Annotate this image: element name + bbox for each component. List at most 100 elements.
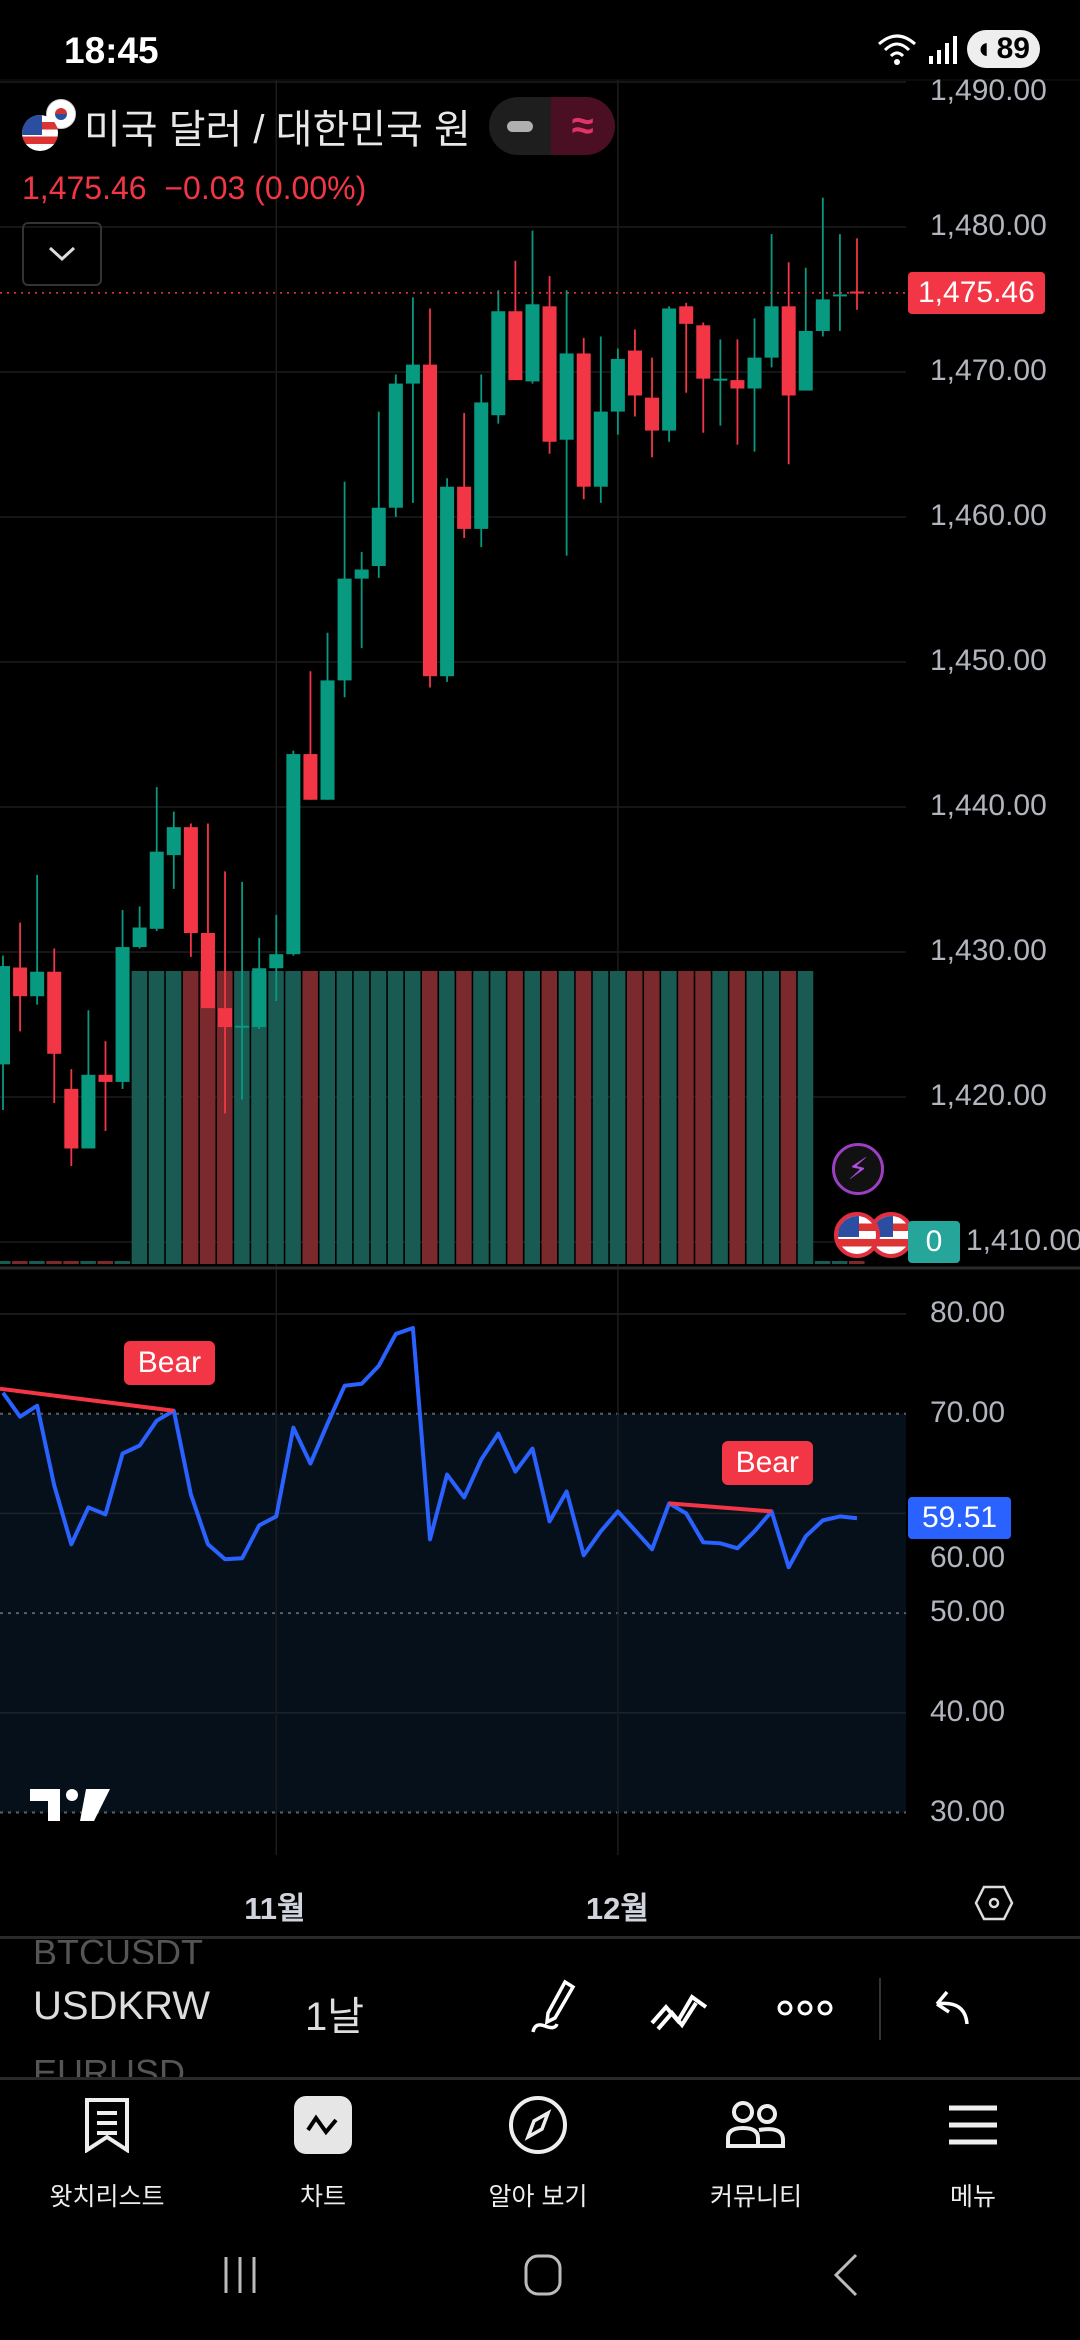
volume-bar xyxy=(831,1261,848,1264)
volume-bar xyxy=(763,971,780,1264)
nav-explore[interactable]: 알아 보기 xyxy=(438,2085,638,2213)
interval-selector[interactable]: 1날 xyxy=(305,1995,365,2039)
nav-watchlist[interactable]: 왓치리스트 xyxy=(7,2085,207,2213)
volume-bar xyxy=(439,971,455,1264)
volume-bar xyxy=(404,971,421,1264)
volume-bar xyxy=(12,1261,28,1264)
tradingview-logo xyxy=(30,1785,110,1836)
volume-bar xyxy=(29,1261,45,1264)
symbol-selector[interactable]: USDKRW xyxy=(33,1984,211,2028)
kr-flag-icon xyxy=(46,99,76,129)
volume-bar xyxy=(336,971,353,1264)
volume-bar xyxy=(695,971,711,1264)
last-price-tag: 1,475.46 xyxy=(908,271,1045,314)
chevron-down-icon xyxy=(48,246,76,262)
rsi-tick-label: 40.00 xyxy=(930,1694,1006,1728)
candle-body xyxy=(354,569,369,579)
volume-bar xyxy=(609,971,626,1264)
us-flag-icon xyxy=(22,115,58,151)
indicators-button[interactable] xyxy=(648,1978,712,2038)
rsi-line xyxy=(1,1325,858,1570)
volume-bar xyxy=(114,1261,131,1264)
signal-icon xyxy=(928,36,957,64)
candle-body xyxy=(610,358,625,412)
candle-body xyxy=(679,306,694,324)
volume-bar xyxy=(80,1261,96,1264)
nav-menu[interactable]: 메뉴 xyxy=(873,2085,1073,2213)
volume-bar xyxy=(797,971,814,1264)
candle-body xyxy=(286,754,301,955)
volume-bar xyxy=(302,971,318,1264)
more-button[interactable] xyxy=(773,1978,837,2038)
candle-body xyxy=(200,933,215,1009)
candle-body xyxy=(559,353,574,440)
rsi-tick-label: 50.00 xyxy=(930,1595,1006,1629)
back-icon xyxy=(833,2253,858,2297)
us-flag-event-icon[interactable] xyxy=(834,1212,880,1258)
volume-bar xyxy=(0,1261,11,1264)
battery-indicator: ◖ 89 xyxy=(966,30,1040,68)
candle-body xyxy=(798,330,813,391)
symbol-title[interactable]: 미국 달러 / 대한민국 원 ≈ xyxy=(20,97,615,155)
volume-bar xyxy=(712,971,728,1264)
rsi-value-tag: 59.51 xyxy=(908,1497,1012,1540)
volume-bar xyxy=(46,1261,62,1264)
status-icons: ◖ 89 xyxy=(877,30,1040,68)
lightning-icon[interactable]: ⚡ xyxy=(832,1143,884,1195)
candle-body xyxy=(115,947,130,1082)
symbol-next[interactable]: EURUSD xyxy=(33,2052,186,2078)
minus-icon[interactable] xyxy=(488,97,551,155)
price-tick-label: 1,430.00 xyxy=(930,934,1047,967)
symbol-name: 미국 달러 / 대한민국 원 xyxy=(84,108,471,152)
candle-body xyxy=(47,971,62,1054)
candle-body xyxy=(764,306,779,358)
change-value: −0.03 xyxy=(164,170,246,206)
volume-bar xyxy=(234,971,250,1264)
price-tick-label: 1,490.00 xyxy=(930,74,1047,107)
volume-bar xyxy=(63,1261,79,1264)
volume-bar xyxy=(592,971,609,1264)
candle-body xyxy=(371,507,386,567)
back-button[interactable] xyxy=(815,2245,875,2305)
divergence-line xyxy=(668,1501,772,1514)
home-button[interactable] xyxy=(513,2245,573,2305)
candle-body xyxy=(405,364,420,384)
volume-bar xyxy=(541,971,558,1264)
volume-bar xyxy=(148,971,165,1264)
nav-chart[interactable]: 차트 xyxy=(223,2085,423,2213)
volume-bar xyxy=(97,1261,113,1264)
recents-button[interactable] xyxy=(210,2245,270,2305)
candle-body xyxy=(320,680,335,800)
candle-body xyxy=(713,378,728,381)
date-tick-label: 11월 xyxy=(244,1891,306,1926)
volume-bar xyxy=(678,971,694,1264)
price-tick-label: 1,440.00 xyxy=(930,789,1047,822)
symbol-prev[interactable]: BTCUSDT xyxy=(33,1932,203,1964)
drawing-tool-button[interactable] xyxy=(523,1978,587,2038)
rsi-tick-label: 70.00 xyxy=(930,1395,1006,1429)
undo-button[interactable] xyxy=(921,1978,985,2038)
volume-bar xyxy=(626,971,643,1264)
volume-bar xyxy=(814,1261,831,1264)
nav-label: 메뉴 xyxy=(949,2183,996,2211)
candle-body xyxy=(30,971,45,997)
wifi-icon xyxy=(877,34,916,65)
last-price: 1,475.46 xyxy=(22,170,147,206)
nav-community[interactable]: 커뮤니티 xyxy=(656,2085,856,2213)
volume-bar xyxy=(746,971,763,1264)
home-icon xyxy=(524,2254,562,2296)
chart-mode-toggle[interactable]: ≈ xyxy=(488,97,615,155)
volume-bar xyxy=(456,971,472,1264)
candle-body xyxy=(183,827,198,934)
flag-pair xyxy=(20,97,80,155)
chart-settings-icon[interactable] xyxy=(974,1885,1014,1921)
price-tick-label: 1,470.00 xyxy=(930,354,1047,387)
price-tick-label: 1,420.00 xyxy=(930,1079,1047,1112)
community-icon xyxy=(726,2101,785,2148)
rsi-tick-label: 60.00 xyxy=(930,1541,1006,1575)
approx-icon[interactable]: ≈ xyxy=(550,97,615,155)
volume-bar xyxy=(370,971,387,1264)
legend-dropdown-button[interactable] xyxy=(22,222,102,286)
date-tick-label: 12월 xyxy=(585,1891,649,1926)
candle-body xyxy=(576,353,591,487)
